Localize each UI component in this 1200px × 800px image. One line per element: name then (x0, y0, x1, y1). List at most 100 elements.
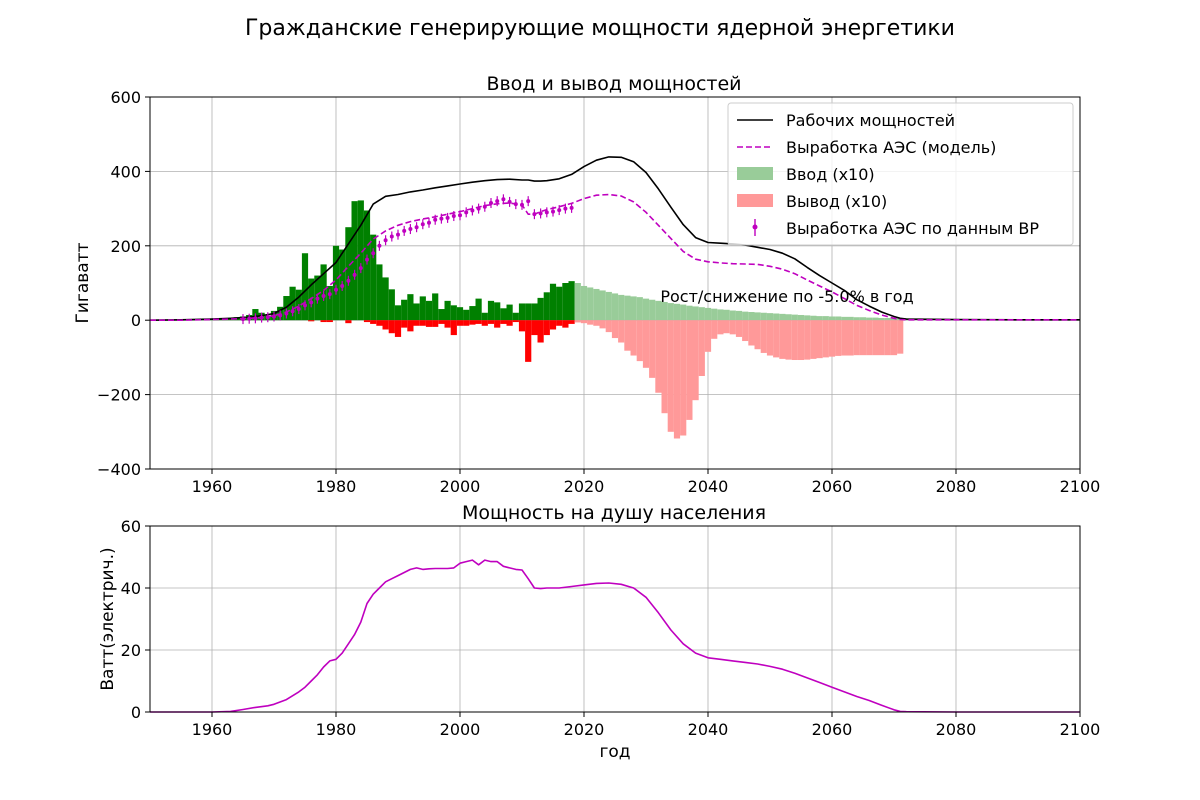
input-bar-history (456, 307, 464, 321)
output-bar-model (785, 320, 792, 360)
bottom-x-axis-label: год (599, 742, 630, 762)
input-bar-model (711, 308, 718, 321)
model-output-line (150, 193, 1080, 321)
output-bar-model (754, 320, 761, 350)
output-bar-model (742, 320, 749, 342)
output-bar-model (649, 320, 656, 378)
legend-label-bp: Выработка АЭС по данным BP (786, 219, 1039, 238)
input-bar-model (630, 296, 637, 321)
y-tick-label: 200 (110, 237, 141, 256)
output-bar-history (518, 320, 526, 332)
output-bar-model (897, 320, 904, 354)
output-bar-history (419, 320, 426, 326)
input-bar-history (425, 300, 433, 321)
top-errorbars (241, 194, 574, 325)
output-bar-history (382, 320, 389, 330)
bp-point (489, 201, 493, 206)
input-bar-model (611, 293, 619, 321)
bottom-chart-title: Мощность на душу населения (462, 502, 766, 524)
output-bar-model (804, 320, 811, 360)
input-bar-model (878, 317, 885, 321)
x-tick-label: 1980 (316, 477, 357, 496)
top-chart: 1960 1980 2000 2020 2040 2060 2080 2100−400−200… (73, 73, 1100, 496)
bp-point (495, 199, 500, 204)
input-bar-history (351, 201, 358, 321)
input-bar-model (692, 306, 699, 321)
input-bar-history (512, 312, 519, 321)
x-tick-label: 2100 (1060, 477, 1101, 496)
output-bar-model (766, 320, 774, 356)
input-bar-history (283, 296, 290, 321)
bp-point (458, 213, 462, 218)
bp-point (296, 307, 301, 312)
input-bar-model (841, 316, 848, 321)
y-tick-label: 60 (121, 517, 141, 536)
input-bar-history (463, 309, 470, 321)
bp-point (321, 294, 326, 299)
input-bar-history (500, 308, 507, 321)
input-bar-history (289, 286, 296, 321)
input-bar-history (326, 285, 333, 321)
bp-point (253, 316, 258, 321)
output-bar-model (810, 320, 817, 359)
top-y-axis-label: Гигаватт (73, 242, 93, 323)
top-lines (149, 156, 1080, 321)
output-bar-model (773, 320, 780, 358)
input-bar-model (804, 315, 811, 321)
input-bar-model (785, 314, 792, 321)
output-bar-history (469, 320, 476, 325)
output-bar-model (847, 320, 854, 356)
legend-label-input: Ввод (x10) (786, 165, 875, 184)
bp-point (389, 234, 394, 239)
output-bar-model (692, 320, 699, 401)
y-tick-label: 0 (131, 311, 141, 330)
legend-label-working: Рабочих мощностей (786, 111, 955, 130)
bp-point (532, 212, 537, 217)
bp-point (309, 300, 314, 305)
y-tick-label: −200 (97, 386, 141, 405)
output-bar-model (735, 320, 743, 337)
output-bar-model (866, 320, 873, 356)
bp-point (439, 216, 444, 221)
output-bar-history (345, 320, 352, 324)
top-plot-frame (149, 96, 1081, 470)
output-bar-model (642, 320, 650, 368)
output-bar-model (791, 320, 798, 361)
bp-point (352, 272, 357, 277)
input-bar-model (624, 295, 631, 321)
output-bar-model (711, 320, 718, 339)
bp-point (396, 232, 400, 237)
output-bar-model (587, 320, 594, 325)
output-bar-history (444, 320, 451, 328)
x-tick-label: 1960 (192, 720, 233, 739)
bp-point (551, 209, 555, 214)
input-bar-model (593, 288, 600, 321)
input-bar-model (828, 316, 836, 321)
input-bar-model (773, 313, 780, 321)
bottom-y-axis-label: Ватт(электрич.) (98, 547, 118, 690)
output-bar-history (432, 320, 439, 327)
bp-point (340, 283, 345, 288)
x-tick-label: 2060 (812, 477, 853, 496)
output-bar-history (425, 320, 433, 327)
top-ticks: 1960 1980 2000 2020 2040 2060 2080 2100−400−200… (97, 88, 1100, 496)
legend-label-model: Выработка АЭС (модель) (786, 138, 996, 157)
input-bar-history (506, 304, 513, 321)
bp-point (247, 316, 252, 321)
working-capacity-line (149, 156, 1080, 321)
input-bar-model (779, 313, 786, 321)
bp-point (445, 215, 450, 220)
bp-point (526, 199, 531, 204)
bp-point (507, 199, 512, 204)
input-bar-history (556, 286, 563, 321)
output-bar-history (388, 320, 395, 334)
input-bar-model (605, 291, 612, 321)
output-bar-model (717, 320, 724, 335)
input-bar-history (407, 294, 414, 321)
x-tick-label: 2000 (440, 477, 481, 496)
x-tick-label: 2000 (440, 720, 481, 739)
bp-point (383, 238, 388, 243)
bp-point (513, 202, 518, 207)
input-bar-model (872, 317, 879, 321)
